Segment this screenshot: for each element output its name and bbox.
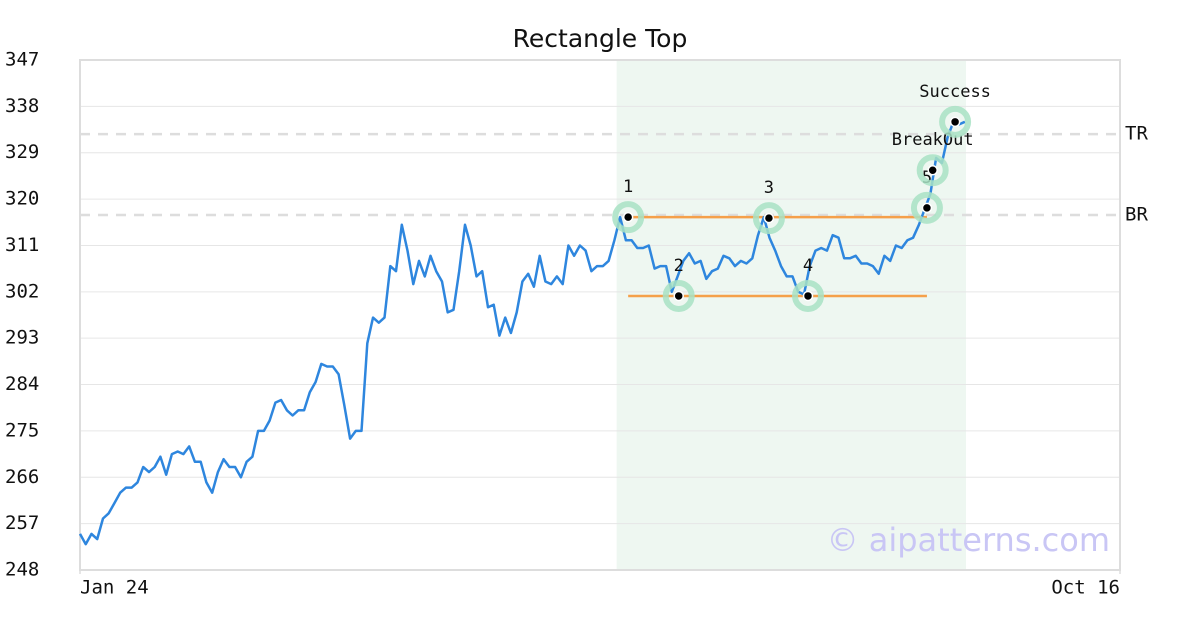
y-tick-label: 284 (5, 373, 39, 395)
price-line (78, 120, 966, 546)
point-label: 4 (803, 256, 813, 276)
level-label: TR (1125, 123, 1148, 145)
y-tick-label: 329 (5, 141, 39, 163)
y-tick-label: 293 (5, 327, 39, 349)
point-label: 1 (623, 177, 633, 197)
point-dot (949, 116, 961, 128)
point-dot (763, 212, 775, 224)
y-tick-label: 302 (5, 280, 39, 302)
y-tick-label: 275 (5, 419, 39, 441)
y-tick-label: 338 (5, 95, 39, 117)
y-tick-label: 257 (5, 512, 39, 534)
point-halo (792, 279, 824, 312)
watermark: © aipatterns.com (827, 521, 1110, 559)
point-dot (622, 211, 634, 223)
point-dot (802, 290, 814, 302)
point-label: 5 (922, 168, 932, 188)
point-label: Success (919, 82, 991, 102)
point-halo (752, 202, 785, 235)
point-halo (939, 105, 972, 138)
y-tick-label: 266 (5, 466, 39, 488)
y-tick-label: 347 (5, 49, 39, 71)
point-label: 2 (674, 256, 684, 276)
y-tick-label: 320 (5, 188, 39, 210)
point-halo (662, 279, 695, 312)
x-tick-label: Jan 24 (80, 577, 149, 599)
point-halo (910, 191, 943, 224)
y-tick-label: 248 (5, 559, 39, 581)
point-dot (927, 164, 938, 176)
plot-frame (79, 59, 1121, 571)
pattern-region (616, 60, 967, 570)
point-dot (673, 290, 684, 302)
chart-title: Rectangle Top (513, 24, 688, 53)
y-tick-label: 311 (5, 234, 39, 256)
point-dot (921, 202, 933, 214)
point-halo (612, 201, 645, 234)
point-label: 3 (764, 178, 774, 198)
x-tick-label: Oct 16 (1051, 577, 1120, 599)
point-halo (916, 154, 949, 187)
level-label: BR (1125, 204, 1148, 226)
